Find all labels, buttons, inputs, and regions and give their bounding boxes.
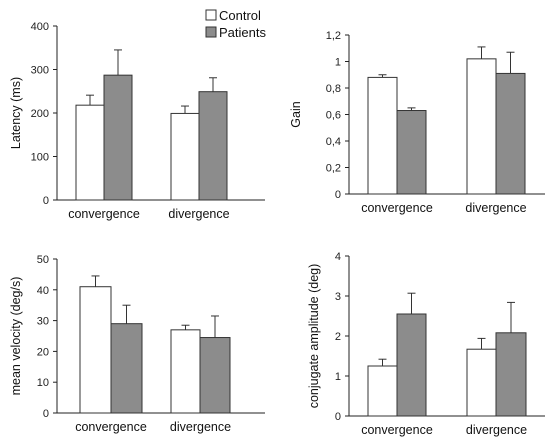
latency-bar-control-convergence (75, 104, 105, 201)
velocity-bar-control-divergence (170, 329, 201, 414)
amplitude-category-label: divergence (466, 423, 527, 437)
legend: Control Patients (205, 8, 266, 40)
velocity-ylabel: mean velocity (deg/s) (9, 277, 23, 396)
latency-ytick-label: 300 (31, 65, 49, 77)
chart-amplitude: 0 1 2 3 4 conjugate amplitude (deg) convergenc… (307, 251, 545, 437)
gain-ytick-label: 0 (335, 189, 341, 201)
gain-bar-patients-divergence (495, 72, 526, 195)
velocity-bar-patients-divergence (199, 337, 231, 414)
legend-swatch-patients (205, 26, 217, 38)
amplitude-ytick-label: 1 (335, 371, 341, 383)
amplitude-ytick-label: 0 (335, 411, 341, 423)
velocity-ytick-label: 10 (37, 377, 49, 389)
gain-bar-patients-convergence (396, 110, 427, 195)
legend-label-patients: Patients (219, 25, 266, 40)
gain-ytick-label: 0,2 (326, 163, 341, 175)
velocity-category-label: divergence (170, 420, 231, 434)
amplitude-ylabel: conjugate amplitude (deg) (307, 264, 321, 409)
latency-bar-control-divergence (170, 112, 200, 201)
amplitude-ytick-label: 3 (335, 291, 341, 303)
latency-ylabel: Latency (ms) (9, 77, 23, 149)
amplitude-ytick-label: 4 (335, 251, 341, 263)
gain-ytick-label: 1 (335, 57, 341, 69)
gain-bar-control-divergence (466, 58, 497, 195)
legend-label-control: Control (219, 8, 261, 23)
gain-category-label: convergence (361, 201, 433, 215)
latency-ytick-label: 200 (31, 108, 49, 120)
amplitude-bar-patients-divergence (495, 332, 527, 417)
gain-category-label: divergence (465, 201, 526, 215)
amplitude-category-label: convergence (361, 423, 433, 437)
gain-ylabel: Gain (289, 101, 303, 127)
gain-ytick-label: 1,2 (326, 30, 341, 42)
velocity-ytick-label: 0 (43, 408, 49, 420)
velocity-category-label: convergence (75, 420, 147, 434)
chart-velocity: 0 10 20 30 40 50 mean velocity (deg/s) converge… (9, 254, 265, 434)
amplitude-bar-control-convergence (367, 365, 398, 417)
velocity-bar-control-convergence (79, 286, 112, 414)
gain-ytick-label: 0,6 (326, 110, 341, 122)
gain-ytick-label: 0,8 (326, 83, 341, 95)
gain-ytick-label: 0,4 (326, 136, 341, 148)
velocity-bar-patients-convergence (110, 323, 143, 414)
chart-latency: 0 100 200 300 400 Latency (ms) convergence dive… (9, 21, 265, 221)
amplitude-ytick-label: 2 (335, 331, 341, 343)
latency-ytick-label: 100 (31, 152, 49, 164)
amplitude-bar-patients-convergence (396, 313, 427, 417)
gain-bar-control-convergence (367, 76, 398, 195)
chart-gain: 0 0,2 0,4 0,6 0,8 1 1,2 Gain convergence divergen… (289, 30, 545, 215)
velocity-ytick-label: 50 (37, 254, 49, 266)
latency-bar-patients-convergence (103, 74, 133, 201)
latency-ytick-label: 400 (31, 21, 49, 33)
latency-ytick-label: 0 (43, 195, 49, 207)
velocity-ytick-label: 30 (37, 316, 49, 328)
latency-category-label: convergence (68, 207, 140, 221)
velocity-ytick-label: 20 (37, 346, 49, 358)
amplitude-bar-control-divergence (466, 348, 497, 417)
latency-bar-patients-divergence (198, 91, 228, 201)
latency-category-label: divergence (168, 207, 229, 221)
velocity-ytick-label: 40 (37, 285, 49, 297)
legend-swatch-control (205, 9, 217, 21)
